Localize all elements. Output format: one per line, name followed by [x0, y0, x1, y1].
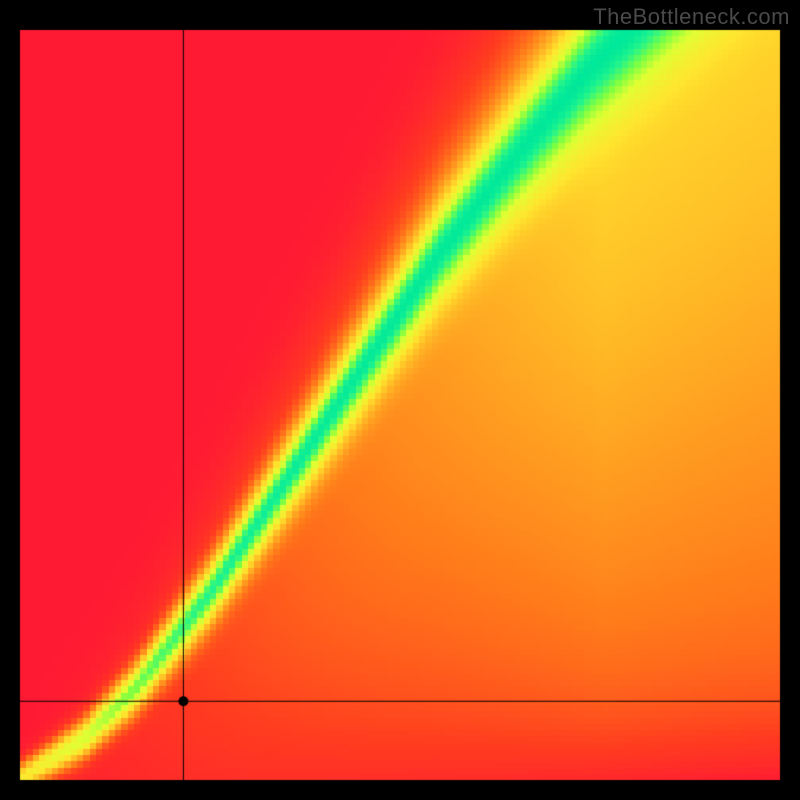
watermark-text: TheBottleneck.com — [593, 4, 790, 30]
bottleneck-heatmap — [0, 0, 800, 800]
chart-container: TheBottleneck.com — [0, 0, 800, 800]
